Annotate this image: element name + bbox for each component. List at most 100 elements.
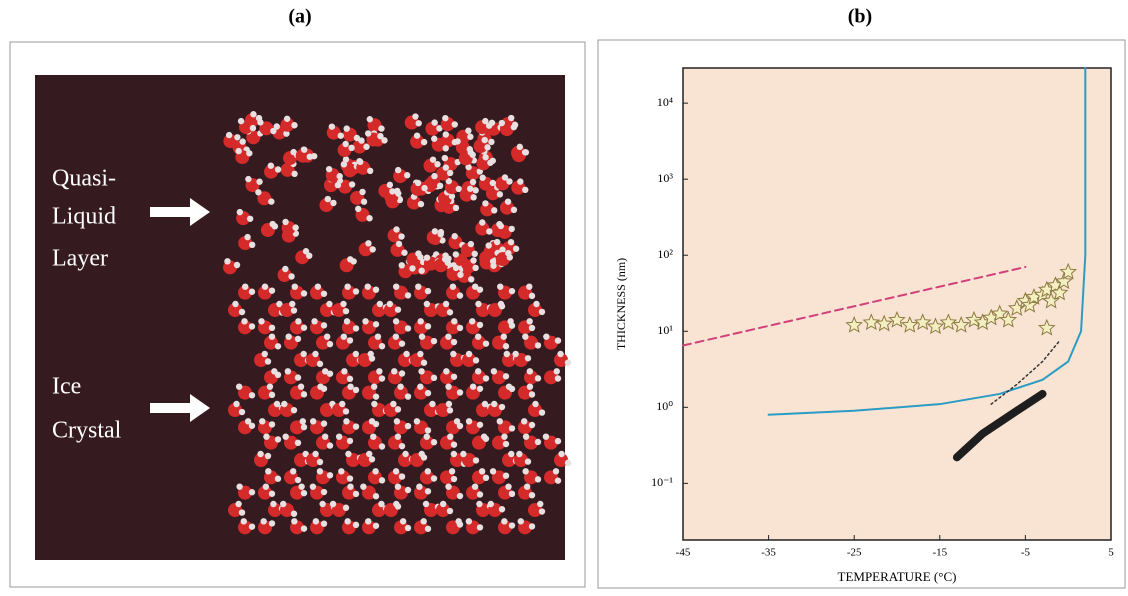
hydrogen	[420, 518, 426, 524]
hydrogen	[379, 343, 385, 349]
hydrogen	[366, 215, 372, 221]
hydrogen	[270, 501, 276, 507]
hydrogen	[555, 375, 561, 381]
hydrogen	[482, 154, 488, 160]
hydrogen	[437, 183, 443, 189]
hydrogen	[241, 518, 247, 524]
hydrogen	[473, 357, 479, 363]
hydrogen	[488, 501, 494, 507]
hydrogen	[509, 425, 515, 431]
hydrogen	[509, 288, 515, 294]
hydrogen	[431, 439, 437, 445]
hydrogen	[246, 150, 252, 156]
hydrogen	[389, 188, 395, 194]
hydrogen	[280, 501, 286, 507]
hydrogen	[226, 132, 232, 138]
hydrogen	[224, 258, 230, 264]
hydrogen	[511, 207, 517, 213]
hydrogen	[353, 387, 359, 393]
hydrogen	[431, 119, 437, 125]
hydrogen	[355, 206, 361, 212]
hydrogen	[373, 523, 379, 529]
hydrogen	[250, 125, 256, 131]
hydrogen	[521, 418, 527, 424]
hydrogen	[321, 291, 327, 297]
hydrogen	[479, 219, 485, 225]
hydrogen	[425, 488, 431, 494]
hydrogen	[431, 475, 437, 481]
hydrogen	[443, 145, 449, 151]
hydrogen	[451, 339, 457, 345]
annotation: Layer	[52, 246, 108, 272]
hydrogen	[395, 306, 401, 312]
hydrogen	[249, 289, 255, 295]
hydrogen	[249, 392, 255, 398]
hydrogen	[405, 525, 411, 531]
hydrogen	[450, 283, 456, 289]
hydrogen	[506, 178, 512, 184]
hydrogen	[397, 383, 403, 389]
hydrogen	[475, 368, 481, 374]
hydrogen	[289, 301, 295, 307]
hydrogen	[347, 475, 353, 481]
hydrogen	[260, 518, 266, 524]
hydrogen	[315, 283, 321, 289]
hydrogen	[529, 422, 535, 428]
hydrogen	[490, 468, 496, 474]
hydrogen	[301, 424, 307, 430]
hydrogen	[431, 338, 437, 344]
annotation: Liquid	[52, 204, 116, 230]
hydrogen	[326, 301, 332, 307]
hydrogen	[370, 433, 376, 439]
hydrogen	[527, 383, 533, 389]
hydrogen	[245, 176, 251, 182]
hydrogen	[321, 520, 327, 526]
hydrogen	[457, 272, 463, 278]
hydrogen	[452, 233, 458, 239]
hydrogen	[269, 287, 275, 293]
hydrogen	[285, 333, 291, 339]
hydrogen	[470, 152, 476, 158]
hydrogen	[526, 283, 532, 289]
hydrogen	[450, 351, 456, 357]
hydrogen	[347, 376, 353, 382]
hydrogen	[348, 145, 354, 151]
hydrogen	[301, 146, 307, 152]
hydrogen	[503, 441, 509, 447]
hydrogen	[291, 307, 297, 313]
hydrogen	[353, 288, 359, 294]
y-tick-label: 10⁻¹	[651, 475, 673, 489]
hydrogen	[470, 257, 476, 263]
hydrogen	[322, 433, 328, 439]
hydrogen	[239, 509, 245, 515]
x-tick-label: -15	[932, 547, 947, 559]
hydrogen	[457, 389, 463, 395]
hydrogen	[505, 483, 511, 489]
hydrogen	[555, 477, 561, 483]
hydrogen	[509, 386, 515, 392]
hydrogen	[438, 231, 444, 237]
hydrogen	[375, 333, 381, 339]
hydrogen	[235, 148, 241, 154]
hydrogen	[275, 436, 281, 442]
hydrogen	[291, 518, 297, 524]
hydrogen	[405, 325, 411, 331]
hydrogen	[376, 368, 382, 374]
hydrogen	[415, 283, 421, 289]
hydrogen	[281, 401, 287, 407]
hydrogen	[529, 325, 535, 331]
hydrogen	[256, 179, 262, 185]
hydrogen	[477, 524, 483, 530]
hydrogen	[300, 418, 306, 424]
x-tick-label: -45	[676, 547, 691, 559]
hydrogen	[354, 135, 360, 141]
hydrogen	[393, 283, 399, 289]
hydrogen	[425, 323, 431, 329]
hydrogen	[343, 308, 349, 314]
hydrogen	[501, 518, 507, 524]
hydrogen	[491, 368, 497, 374]
annotation: Ice	[52, 374, 81, 400]
hydrogen	[409, 265, 415, 271]
hydrogen	[395, 503, 401, 509]
hydrogen	[339, 401, 345, 407]
